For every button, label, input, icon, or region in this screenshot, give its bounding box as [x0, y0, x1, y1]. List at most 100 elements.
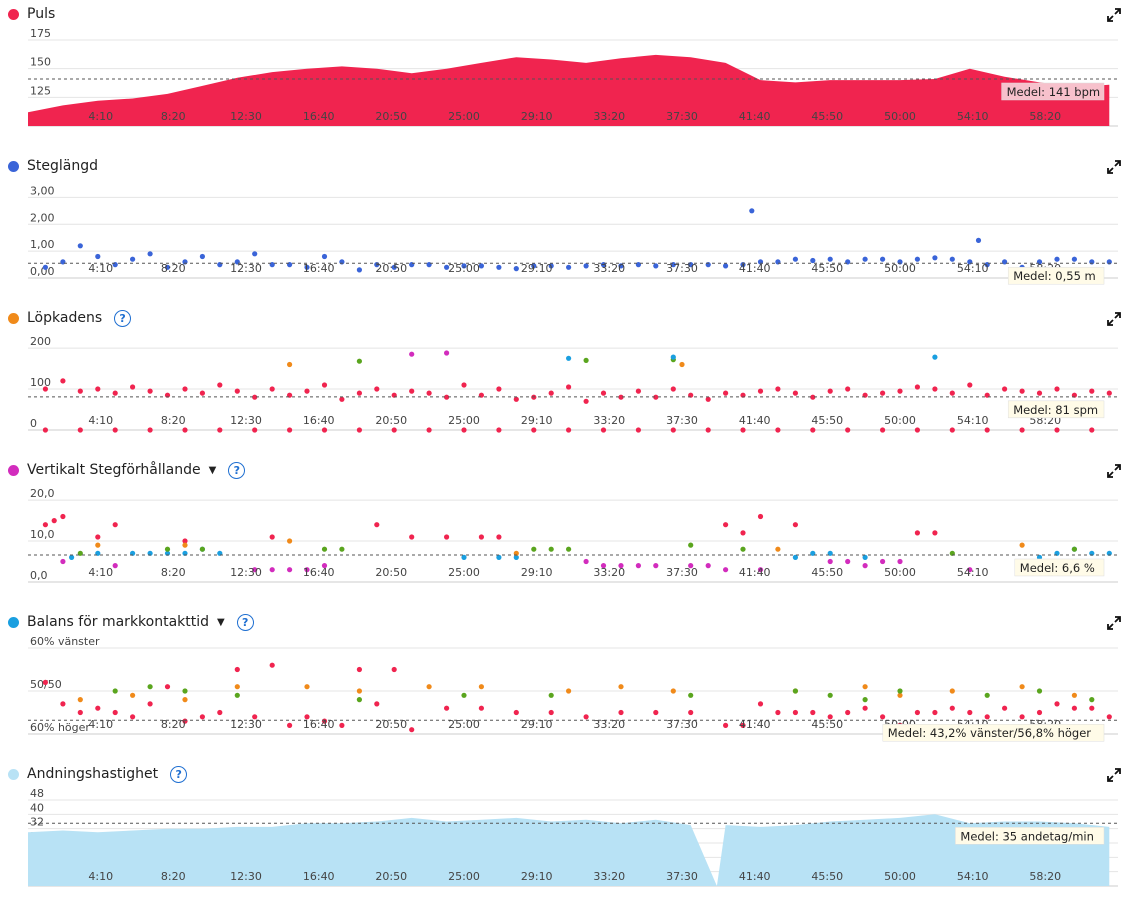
data-point [566, 546, 572, 552]
y-tick-label: 100 [30, 376, 51, 389]
data-point [705, 427, 711, 433]
data-point [77, 697, 83, 703]
data-point [426, 427, 432, 433]
mean-label-box [1001, 82, 1105, 101]
data-point [95, 542, 101, 548]
data-point [862, 684, 868, 690]
data-point [635, 262, 642, 268]
data-point [321, 427, 328, 433]
expand-icon[interactable] [1107, 616, 1121, 630]
panel-title: Andningshastighet [27, 766, 159, 782]
data-point [1071, 692, 1077, 698]
data-point [583, 263, 589, 269]
data-point [975, 237, 982, 243]
data-point [60, 513, 66, 520]
panel-header: Steglängd [8, 156, 98, 176]
data-point [932, 354, 938, 360]
help-icon[interactable]: ? [236, 613, 254, 631]
x-tick-label: 12:30 [230, 566, 262, 579]
data-point [461, 554, 467, 560]
data-point [984, 714, 990, 720]
data-point [618, 563, 624, 569]
expand-icon[interactable] [1107, 768, 1121, 782]
mean-label-box [882, 723, 1105, 742]
mean-label: Medel: 141 bpm [1007, 85, 1101, 99]
data-point [531, 546, 537, 552]
x-tick-label: 16:40 [303, 566, 335, 579]
help-icon[interactable]: ? [228, 461, 246, 479]
data-point [304, 388, 310, 394]
expand-icon[interactable] [1107, 464, 1121, 478]
x-tick-label: 58:20 [1029, 870, 1061, 883]
chart-panel-stride: Steglängd 0,00 1,00 2,00 3,00 4:10 8:20 12:30 16… [0, 152, 1133, 304]
data-point [496, 534, 502, 540]
data-point [548, 709, 554, 716]
x-tick-label: 4:10 [88, 566, 113, 579]
x-tick-label: 25:00 [448, 262, 480, 275]
dropdown-caret-icon[interactable]: ▼ [217, 616, 225, 628]
expand-icon[interactable] [1107, 312, 1121, 326]
data-point [967, 567, 973, 573]
data-point [967, 382, 973, 388]
data-point [513, 554, 519, 560]
data-point [845, 558, 851, 565]
x-tick-label: 20:50 [375, 718, 407, 731]
data-point [199, 390, 205, 396]
data-point [740, 427, 746, 433]
dropdown-caret-icon[interactable]: ▼ [208, 464, 217, 476]
data-point [1089, 388, 1095, 394]
data-point [199, 714, 205, 720]
x-tick-label: 8:20 [161, 718, 186, 731]
x-tick-label: 8:20 [161, 566, 186, 579]
x-tick-label: 50:00 [884, 262, 916, 275]
data-point [147, 427, 153, 433]
data-point [496, 554, 502, 560]
data-point [1054, 256, 1060, 262]
data-point [461, 382, 467, 388]
data-point [775, 259, 781, 265]
data-point [42, 264, 49, 270]
expand-icon[interactable] [1107, 8, 1121, 22]
data-point [827, 558, 833, 565]
area-series [28, 54, 1110, 126]
data-point [461, 427, 467, 433]
data-point [444, 394, 450, 400]
data-point [757, 567, 764, 573]
data-point [1002, 705, 1008, 711]
data-point [1106, 259, 1112, 265]
x-tick-label: 41:40 [739, 566, 771, 579]
data-point [217, 382, 223, 388]
x-tick-label: 45:50 [811, 566, 843, 579]
x-tick-label: 37:30 [666, 262, 698, 275]
data-point [409, 727, 415, 733]
data-point [635, 427, 642, 433]
data-point [862, 697, 868, 703]
x-tick-label: 4:10 [88, 870, 113, 883]
data-point [670, 688, 676, 694]
panel-header: Vertikalt Stegförhållande ▼? [8, 460, 246, 480]
data-point [95, 534, 101, 540]
legend-dot-icon [8, 768, 19, 780]
data-point [77, 709, 83, 716]
help-icon[interactable]: ? [114, 309, 132, 327]
help-icon[interactable]: ? [170, 765, 188, 783]
chart-panel-vratio: Vertikalt Stegförhållande ▼? 0,0 10,0 20,0 4:… [0, 456, 1133, 608]
y-tick-label: 1,00 [30, 238, 55, 251]
data-point [705, 396, 711, 402]
data-point [1071, 256, 1077, 262]
legend-dot-icon [8, 160, 19, 172]
data-point [1071, 705, 1077, 711]
data-point [130, 256, 136, 262]
x-tick-label: 37:30 [666, 110, 698, 123]
x-tick-label: 33:20 [593, 414, 625, 427]
data-point [618, 684, 624, 690]
y-tick-label: 175 [30, 27, 51, 40]
data-point [269, 386, 275, 392]
data-point [287, 361, 293, 368]
expand-icon[interactable] [1107, 160, 1121, 174]
data-point [478, 705, 484, 711]
y-tick-label: 48 [30, 787, 44, 800]
x-tick-label: 33:20 [593, 110, 625, 123]
x-tick-label: 54:10 [957, 414, 989, 427]
data-point [740, 546, 746, 552]
